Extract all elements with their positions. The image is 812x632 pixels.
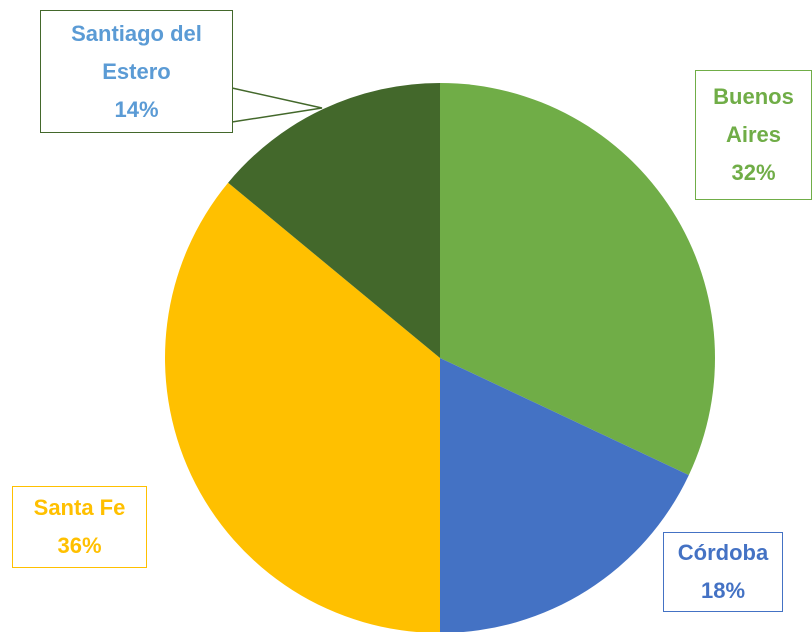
label-value: 18% — [700, 578, 746, 603]
data-label: Santa Fe 36% — [12, 486, 147, 568]
pie-slice — [440, 83, 716, 476]
label-category: Córdoba — [677, 540, 769, 565]
pie-slice — [228, 82, 440, 358]
data-label: Córdoba 18% — [663, 532, 783, 612]
data-label: Santiago del Estero 14% — [40, 10, 233, 133]
pie-slice — [440, 358, 689, 632]
label-value: 32% — [731, 160, 776, 185]
label-category: Santiago del Estero — [71, 20, 202, 84]
label-value: 14% — [114, 96, 159, 122]
pie-slice — [165, 182, 440, 632]
label-category: Buenos Aires — [713, 84, 794, 147]
label-category: Santa Fe — [33, 495, 126, 520]
label-value: 36% — [57, 533, 102, 558]
data-label: Buenos Aires 32% — [695, 70, 812, 200]
